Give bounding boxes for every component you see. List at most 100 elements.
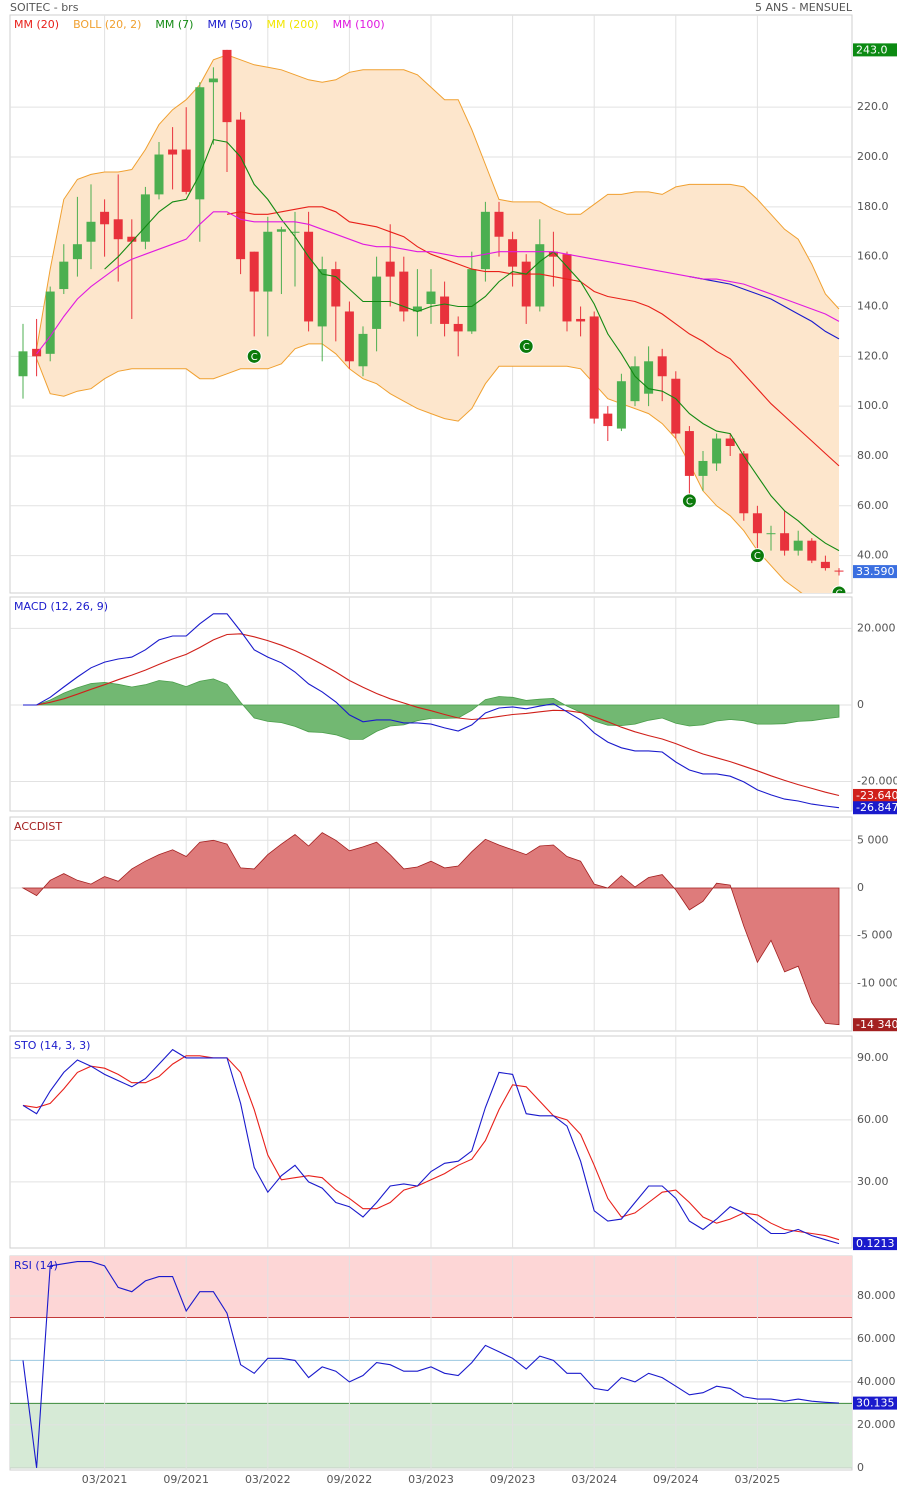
panel: C C C C C [10, 15, 852, 593]
y-tick-label: 120.0 [857, 349, 889, 362]
signal-marker [246, 348, 262, 364]
candle-body [467, 269, 477, 332]
panel-title: RSI (14) [14, 1259, 58, 1272]
candle-body [100, 211, 110, 225]
legend-entry: MM (50) [207, 18, 252, 31]
candle-body [181, 149, 191, 192]
candle-body [168, 149, 178, 155]
moving-average [36, 211, 840, 355]
signal-marker [518, 338, 534, 354]
x-tick-label: 09/2023 [490, 1473, 536, 1486]
candle-body [440, 296, 450, 324]
chart-title: SOITEC - brs [10, 1, 79, 14]
signal-label: C [523, 342, 530, 353]
y-tick-label: 160.0 [857, 250, 889, 263]
panel-title: ACCDIST [14, 820, 62, 833]
candle-body [18, 351, 28, 377]
y-tick-label: 40.000 [857, 1375, 896, 1388]
value-tag [853, 43, 897, 57]
chart-subtitle: 5 ANS - MENSUEL [755, 1, 853, 14]
candle-body [426, 291, 436, 304]
legend-entry: MM (200) [267, 18, 319, 31]
candle-body [72, 244, 82, 260]
candle-body [154, 154, 164, 195]
candle-body [45, 291, 55, 354]
legend-entry: MM (7) [155, 18, 193, 31]
value-tag-label: 33.590 [856, 565, 895, 578]
candle-body [385, 261, 395, 277]
y-tick-label: 0 [857, 1461, 864, 1474]
candle-body [834, 570, 844, 572]
y-tick-label: 200.0 [857, 150, 889, 163]
signal-marker [831, 585, 847, 593]
value-tag-label: -14 340 [856, 1018, 897, 1031]
y-tick-label: 60.00 [857, 499, 889, 512]
candle-body [399, 271, 409, 312]
moving-average [226, 206, 840, 467]
candle-body [603, 413, 613, 427]
candle-body [793, 540, 803, 551]
candle-body [140, 194, 150, 242]
candle-body [480, 211, 490, 270]
candle-body [290, 231, 300, 233]
y-tick-label: 30.00 [857, 1175, 889, 1188]
x-tick-label: 09/2021 [163, 1473, 209, 1486]
y-tick-label: -10 000 [857, 976, 897, 989]
x-tick-label: 03/2021 [82, 1473, 128, 1486]
candle-body [576, 318, 586, 322]
candle-body [127, 236, 137, 242]
y-tick-label: 220.0 [857, 100, 889, 113]
candle-body [725, 438, 735, 447]
candle-body [358, 333, 368, 367]
y-tick-label: 60.000 [857, 1332, 896, 1345]
candle-body [657, 356, 667, 377]
value-tag [853, 1018, 897, 1032]
candle-body [276, 229, 286, 232]
candle-body [304, 231, 314, 322]
candle-body [671, 378, 681, 434]
y-tick-label: -20.000 [857, 775, 897, 788]
histogram-area [23, 678, 840, 740]
candle-body [372, 276, 382, 329]
candle-body [113, 219, 123, 240]
signal-marker [749, 548, 765, 564]
signal-label: C [754, 551, 761, 562]
candle-body [494, 211, 504, 237]
panel [10, 597, 852, 811]
indicator-line [22, 1055, 840, 1241]
panel-title: MACD (12, 26, 9) [14, 600, 108, 613]
y-tick-label: 40.00 [857, 549, 889, 562]
y-tick-label: 80.000 [857, 1289, 896, 1302]
candle-body [208, 78, 218, 83]
indicator-line [22, 1048, 840, 1245]
indicator-area [21, 832, 840, 1026]
bollinger-lower [36, 343, 803, 593]
signal-label: C [686, 496, 693, 507]
y-tick-label: 20.000 [857, 621, 896, 634]
candle-body [616, 381, 626, 429]
candle-body [766, 533, 776, 535]
panel [10, 817, 852, 1031]
indicator-line [23, 613, 840, 809]
x-tick-label: 09/2024 [653, 1473, 699, 1486]
candle-body [59, 261, 69, 290]
legend-entry: MM (20) [14, 18, 59, 31]
x-tick-label: 03/2022 [245, 1473, 291, 1486]
y-tick-label: 140.0 [857, 299, 889, 312]
value-tag [853, 565, 897, 579]
candle-body [453, 323, 463, 332]
value-tag [853, 1237, 897, 1251]
candle-body [698, 460, 708, 476]
y-tick-label: 90.00 [857, 1051, 889, 1064]
legend-entry: BOLL (20, 2) [73, 18, 141, 31]
candle-body [820, 561, 830, 569]
candle-body [317, 269, 327, 327]
candle-body [630, 366, 640, 402]
y-tick-label: 60.00 [857, 1113, 889, 1126]
y-tick-label: 5 000 [857, 833, 889, 846]
candle-body [644, 361, 654, 394]
candle-body [780, 533, 790, 551]
legend-entry: MM (100) [333, 18, 385, 31]
